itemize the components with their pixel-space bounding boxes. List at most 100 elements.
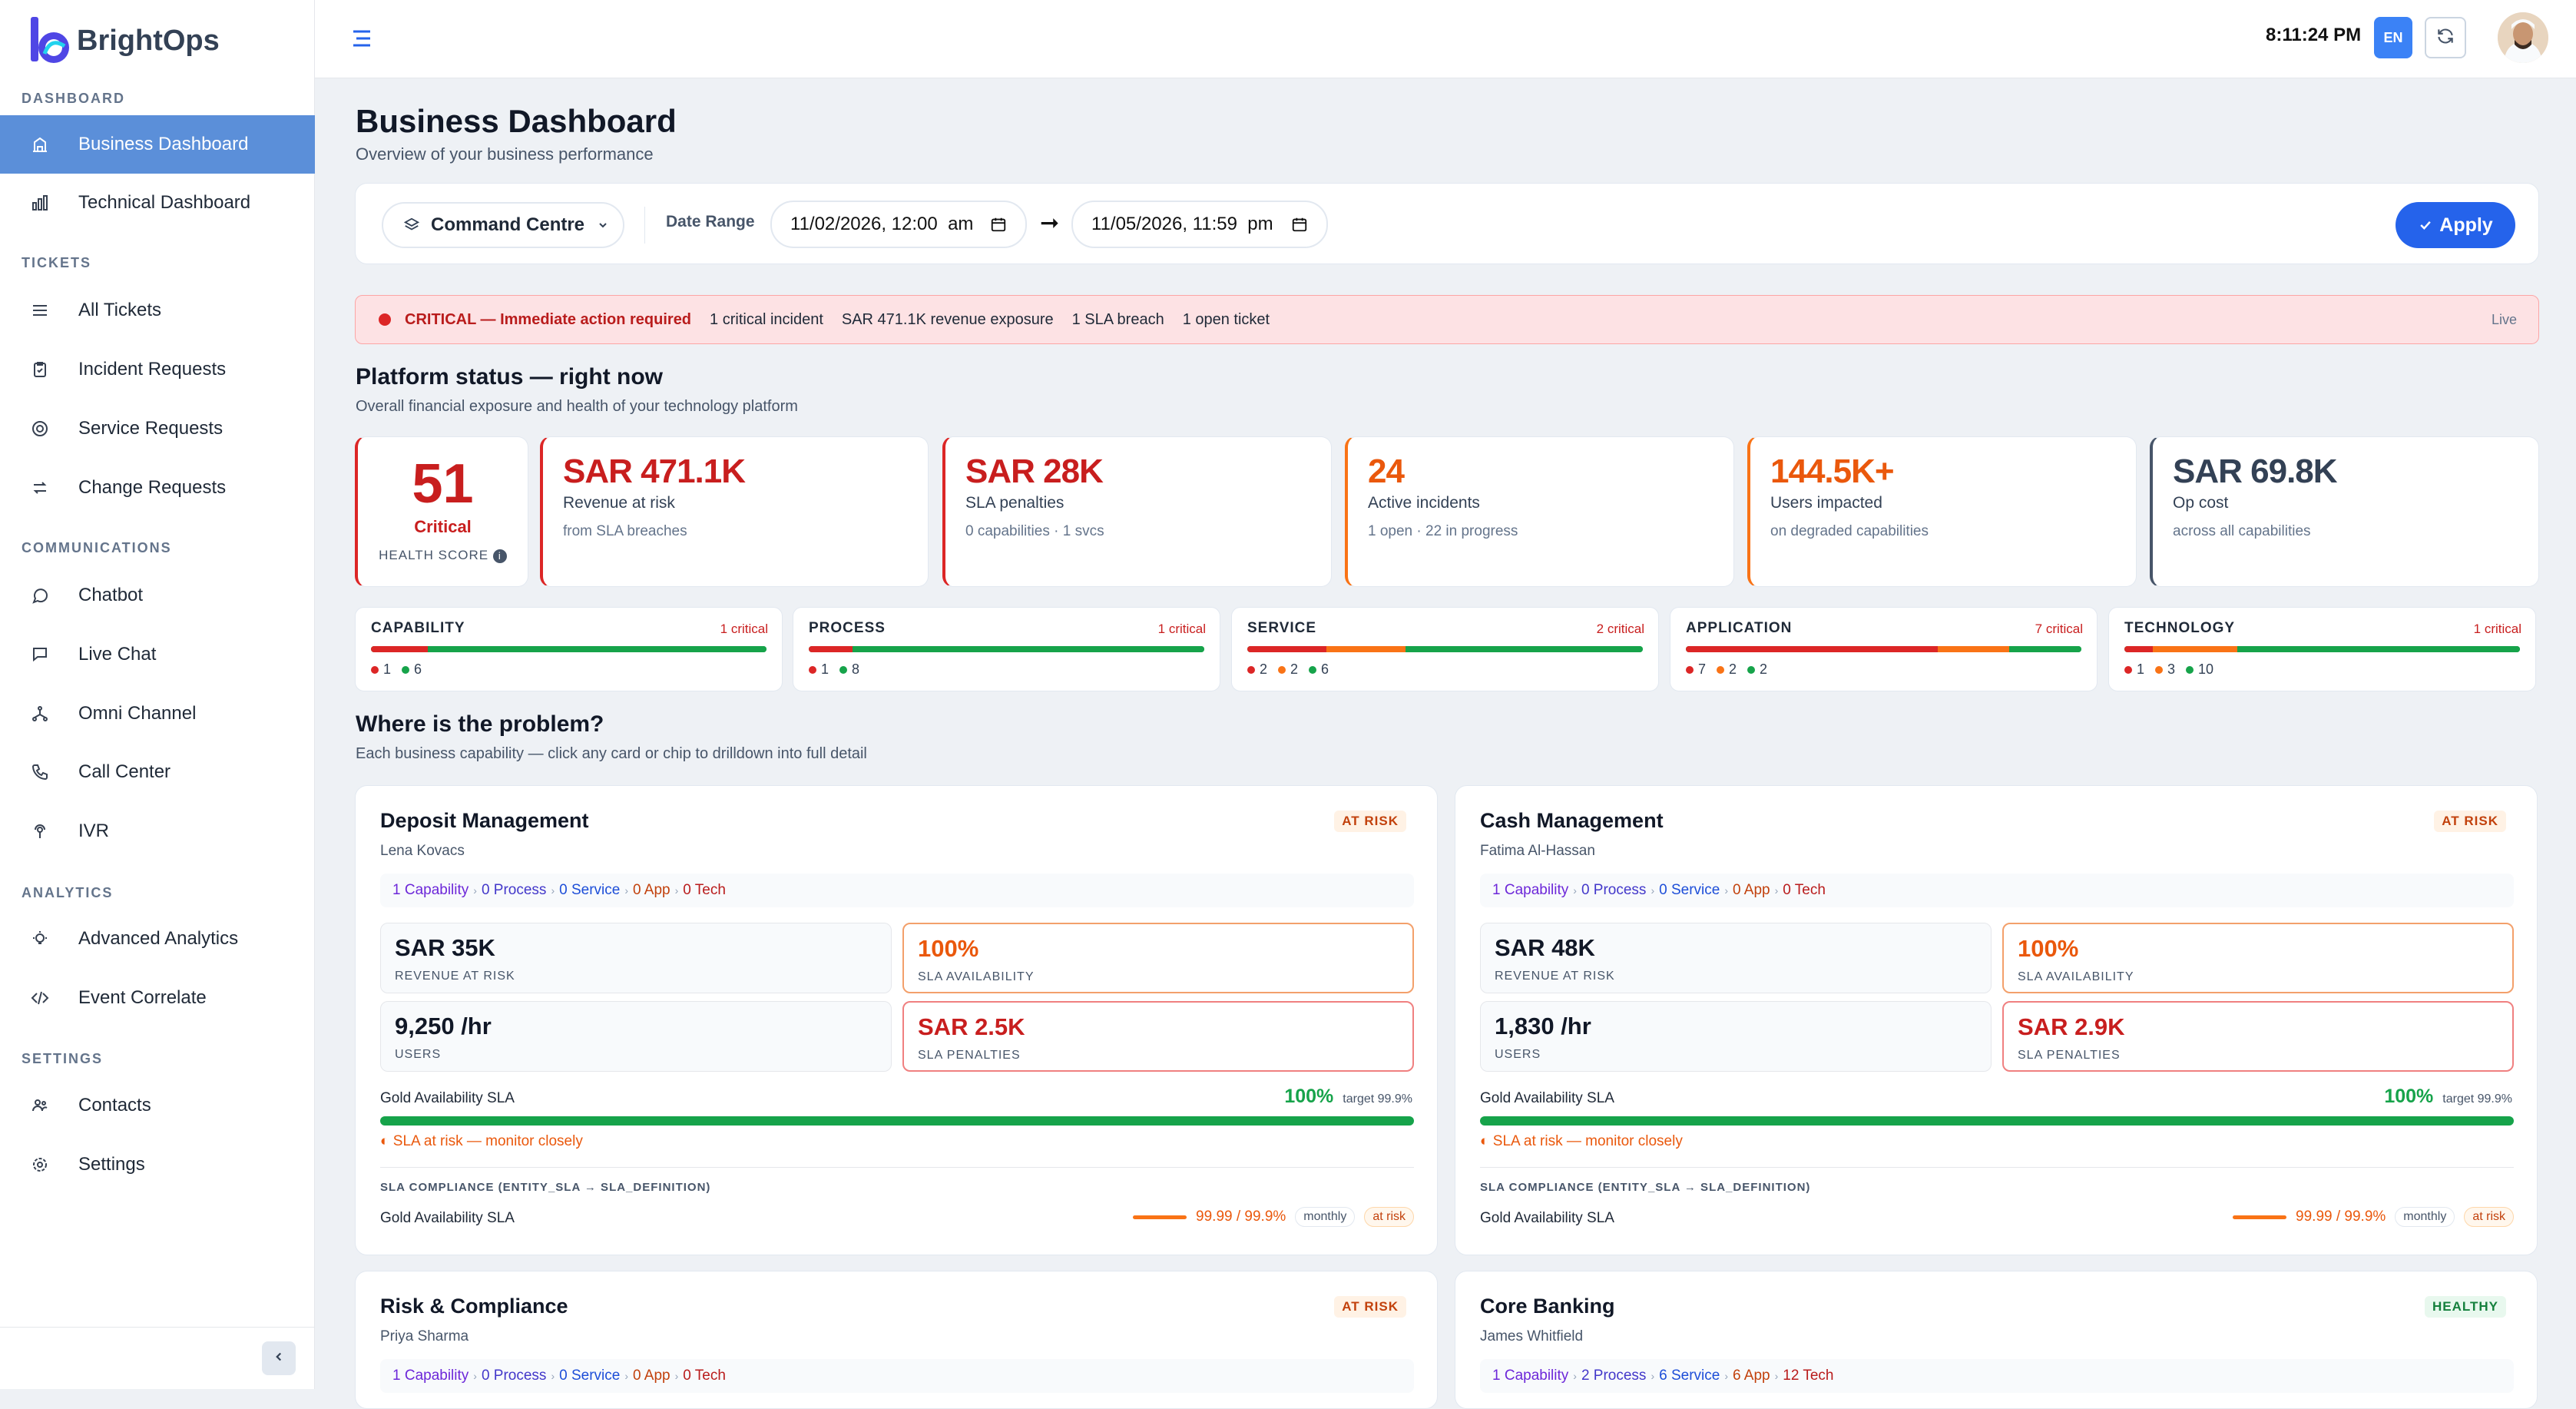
chip-capability[interactable]: 1 Capability bbox=[392, 1368, 469, 1384]
apply-button[interactable]: Apply bbox=[2396, 202, 2515, 248]
scope-select[interactable]: Command Centre bbox=[382, 202, 624, 248]
date-to-input[interactable]: 11/05/2026, 11:59 pm bbox=[1071, 201, 1328, 248]
chip-process[interactable]: 0 Process bbox=[1581, 882, 1647, 898]
card-title: Risk & Compliance bbox=[380, 1295, 568, 1318]
building-icon bbox=[31, 135, 49, 154]
chip-process[interactable]: 2 Process bbox=[1581, 1368, 1647, 1384]
layer-card-application[interactable]: APPLICATION 7 critical 7 2 2 bbox=[1670, 607, 2098, 691]
calendar-icon[interactable] bbox=[1291, 216, 1308, 233]
kpi-card-sla-penalties[interactable]: SAR 28K SLA penalties 0 capabilities · 1… bbox=[942, 436, 1332, 587]
layer-card-process[interactable]: PROCESS 1 critical 1 8 bbox=[793, 607, 1220, 691]
sla-percent: 100% target 99.9% bbox=[1284, 1086, 1412, 1107]
layer-card-service[interactable]: SERVICE 2 critical 2 2 6 bbox=[1231, 607, 1659, 691]
health-score-label: HEALTH SCORE i bbox=[358, 548, 528, 563]
sidebar-item-advanced-analytics[interactable]: Advanced Analytics bbox=[0, 910, 315, 968]
sidebar-item-label: Change Requests bbox=[78, 477, 227, 498]
sidebar-item-event-correlate[interactable]: Event Correlate bbox=[0, 969, 315, 1027]
sla-compliance-row[interactable]: Gold Availability SLA 99.99 / 99.9% month… bbox=[1480, 1207, 2514, 1227]
chip-app[interactable]: 0 App bbox=[1732, 882, 1770, 898]
chip-capability[interactable]: 1 Capability bbox=[1492, 882, 1569, 898]
date-to-value: 11/05/2026, 11:59 pm bbox=[1091, 214, 1273, 234]
sidebar-item-label: Settings bbox=[78, 1154, 145, 1175]
sidebar-item-chatbot[interactable]: Chatbot bbox=[0, 566, 315, 625]
sla-compliance-row[interactable]: Gold Availability SLA 99.99 / 99.9% month… bbox=[380, 1207, 1414, 1227]
capability-card-core-banking[interactable]: Core Banking James Whitfield HEALTHY 1 C… bbox=[1455, 1271, 2538, 1409]
chip-app[interactable]: 0 App bbox=[632, 1368, 670, 1384]
sidebar-item-settings[interactable]: Settings bbox=[0, 1135, 315, 1194]
sidebar-item-label: Service Requests bbox=[78, 418, 223, 439]
health-score-card[interactable]: 51 Critical HEALTH SCORE i bbox=[355, 436, 528, 587]
chip-service[interactable]: 6 Service bbox=[1659, 1368, 1720, 1384]
brand-logo[interactable]: BrightOps bbox=[28, 14, 220, 68]
refresh-button[interactable] bbox=[2425, 17, 2466, 58]
sidebar-item-business-dashboard[interactable]: Business Dashboard bbox=[0, 115, 315, 174]
chip-service[interactable]: 0 Service bbox=[559, 1368, 621, 1384]
sidebar-item-all-tickets[interactable]: All Tickets bbox=[0, 281, 315, 340]
hamburger-icon bbox=[349, 30, 376, 55]
kpi-card-op-cost[interactable]: SAR 69.8K Op cost across all capabilitie… bbox=[2150, 436, 2539, 587]
chip-process[interactable]: 0 Process bbox=[481, 1368, 547, 1384]
sidebar-item-live-chat[interactable]: Live Chat bbox=[0, 625, 315, 684]
chip-tech[interactable]: 0 Tech bbox=[683, 882, 726, 898]
bar-segment-critical bbox=[2124, 646, 2153, 652]
layer-health-bar bbox=[2124, 646, 2520, 652]
sidebar-item-service-requests[interactable]: Service Requests bbox=[0, 399, 315, 458]
chip-capability[interactable]: 1 Capability bbox=[392, 882, 469, 898]
chip-service[interactable]: 0 Service bbox=[559, 882, 621, 898]
metric-value: 100% bbox=[918, 935, 979, 962]
menu-toggle-button[interactable] bbox=[349, 25, 376, 52]
chip-capability[interactable]: 1 Capability bbox=[1492, 1368, 1569, 1384]
count-healthy: 6 bbox=[1309, 661, 1329, 678]
sidebar-item-ivr[interactable]: IVR bbox=[0, 802, 315, 860]
count-warning: 2 bbox=[1278, 661, 1298, 678]
sidebar-item-change-requests[interactable]: Change Requests bbox=[0, 459, 315, 517]
layer-card-capability[interactable]: CAPABILITY 1 critical 1 6 bbox=[355, 607, 783, 691]
sidebar-item-label: Incident Requests bbox=[78, 359, 227, 380]
layer-health-bar bbox=[1247, 646, 1643, 652]
sidebar-item-omni-channel[interactable]: Omni Channel bbox=[0, 685, 315, 743]
date-from-input[interactable]: 11/02/2026, 12:00 am bbox=[770, 201, 1027, 248]
kpi-label: Users impacted bbox=[1770, 494, 1882, 512]
kpi-value: 24 bbox=[1368, 453, 1405, 490]
critical-alert-banner[interactable]: CRITICAL — Immediate action required 1 c… bbox=[355, 295, 2539, 344]
chip-tech[interactable]: 0 Tech bbox=[1783, 882, 1826, 898]
chevron-left-icon bbox=[272, 1350, 286, 1368]
metric-sla-penalties: SAR 2.9K SLA PENALTIES bbox=[2002, 1001, 2514, 1072]
capability-card-cash-management[interactable]: Cash Management Fatima Al-Hassan AT RISK… bbox=[1455, 785, 2538, 1255]
kpi-card-revenue-at-risk[interactable]: SAR 471.1K Revenue at risk from SLA brea… bbox=[540, 436, 929, 587]
chip-service[interactable]: 0 Service bbox=[1659, 882, 1720, 898]
sla-progress-bar bbox=[1480, 1116, 2514, 1126]
collapse-sidebar-button[interactable] bbox=[262, 1341, 296, 1375]
language-button[interactable]: EN bbox=[2374, 17, 2412, 58]
card-title: Core Banking bbox=[1480, 1295, 1615, 1318]
capability-card-risk-compliance[interactable]: Risk & Compliance Priya Sharma AT RISK 1… bbox=[355, 1271, 1438, 1409]
metric-value: SAR 35K bbox=[395, 934, 495, 961]
capability-card-deposit-management[interactable]: Deposit Management Lena Kovacs AT RISK 1… bbox=[355, 785, 1438, 1255]
avatar[interactable] bbox=[2498, 12, 2548, 63]
sidebar-item-label: All Tickets bbox=[78, 300, 162, 320]
calendar-icon[interactable] bbox=[990, 216, 1007, 233]
metric-revenue-at-risk: SAR 48K REVENUE AT RISK bbox=[1480, 923, 1992, 993]
compliance-status: at risk bbox=[1364, 1207, 1414, 1227]
chip-tech[interactable]: 12 Tech bbox=[1783, 1368, 1834, 1384]
sla-compliance-heading: SLA COMPLIANCE (ENTITY_SLA → SLA_DEFINIT… bbox=[1480, 1181, 1811, 1194]
kpi-card-users-impacted[interactable]: 144.5K+ Users impacted on degraded capab… bbox=[1747, 436, 2137, 587]
sidebar-item-technical-dashboard[interactable]: Technical Dashboard bbox=[0, 174, 315, 232]
kpi-card-active-incidents[interactable]: 24 Active incidents 1 open · 22 in progr… bbox=[1345, 436, 1734, 587]
chip-process[interactable]: 0 Process bbox=[481, 882, 547, 898]
sidebar-item-call-center[interactable]: Call Center bbox=[0, 743, 315, 801]
sidebar-item-contacts[interactable]: Contacts bbox=[0, 1076, 315, 1135]
sla-name: Gold Availability SLA bbox=[1480, 1090, 1614, 1106]
bulb-icon bbox=[31, 930, 49, 948]
sidebar-item-incident-requests[interactable]: Incident Requests bbox=[0, 340, 315, 399]
info-icon[interactable]: i bbox=[492, 549, 507, 563]
chip-app[interactable]: 0 App bbox=[632, 882, 670, 898]
layer-card-technology[interactable]: TECHNOLOGY 1 critical 1 3 10 bbox=[2108, 607, 2536, 691]
date-range-label: Date Range bbox=[666, 213, 755, 230]
card-title: Deposit Management bbox=[380, 809, 589, 832]
chip-tech[interactable]: 0 Tech bbox=[683, 1368, 726, 1384]
chip-app[interactable]: 6 App bbox=[1732, 1368, 1770, 1384]
metric-label: REVENUE AT RISK bbox=[1495, 970, 1615, 983]
page-title: Business Dashboard bbox=[356, 103, 677, 139]
